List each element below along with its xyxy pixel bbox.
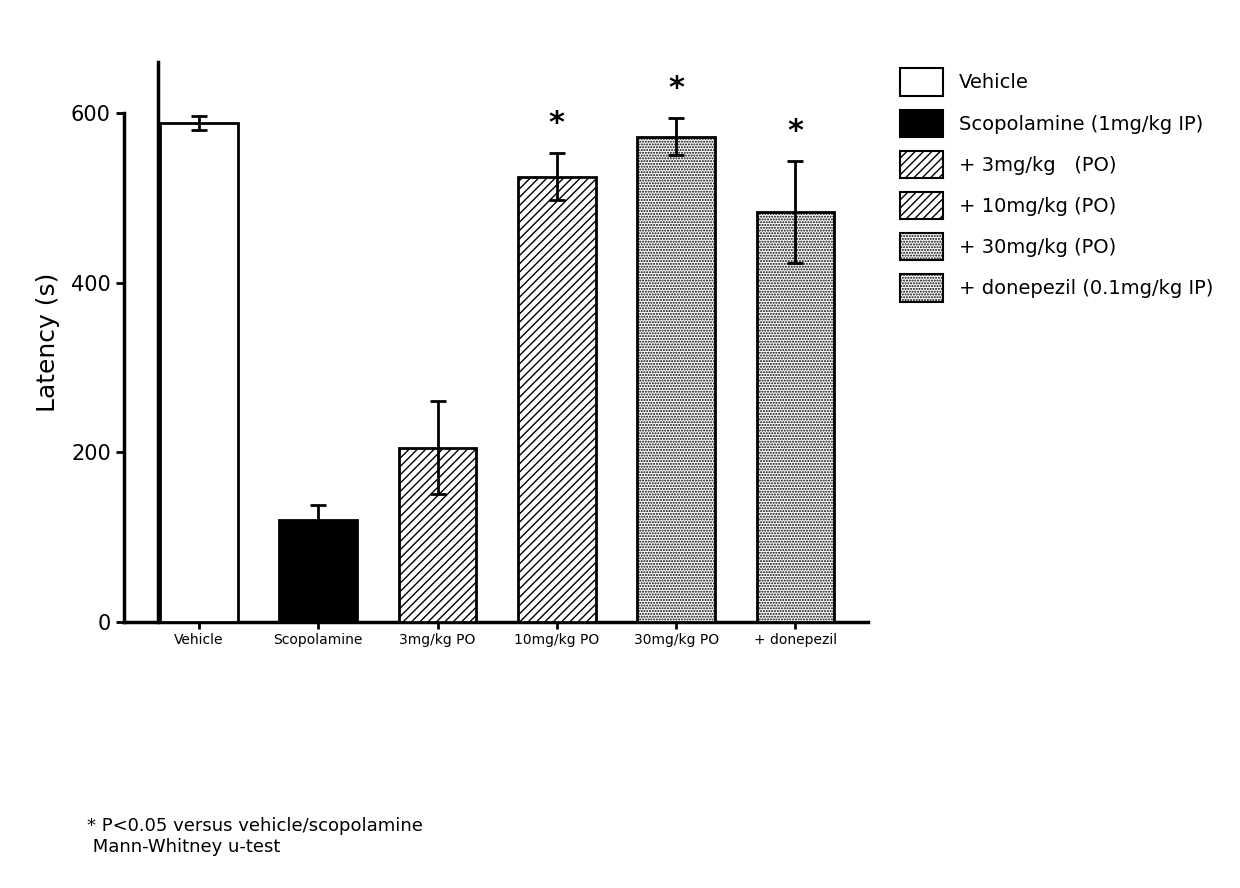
Text: *: *	[668, 74, 684, 103]
Text: * P<0.05 versus vehicle/scopolamine
 Mann-Whitney u-test: * P<0.05 versus vehicle/scopolamine Mann…	[87, 817, 423, 856]
Bar	[756, 212, 835, 622]
Legend: Vehicle, Scopolamine (1mg/kg IP), + 3mg/kg   (PO), + 10mg/kg (PO), + 30mg/kg (PO: Vehicle, Scopolamine (1mg/kg IP), + 3mg/…	[893, 60, 1221, 309]
Bar	[399, 448, 476, 622]
Bar	[637, 137, 715, 622]
Text: *: *	[549, 108, 565, 138]
Bar	[160, 123, 238, 622]
Text: *: *	[787, 117, 804, 147]
Bar	[518, 177, 595, 622]
Bar	[279, 519, 357, 622]
Y-axis label: Latency (s): Latency (s)	[36, 273, 60, 411]
